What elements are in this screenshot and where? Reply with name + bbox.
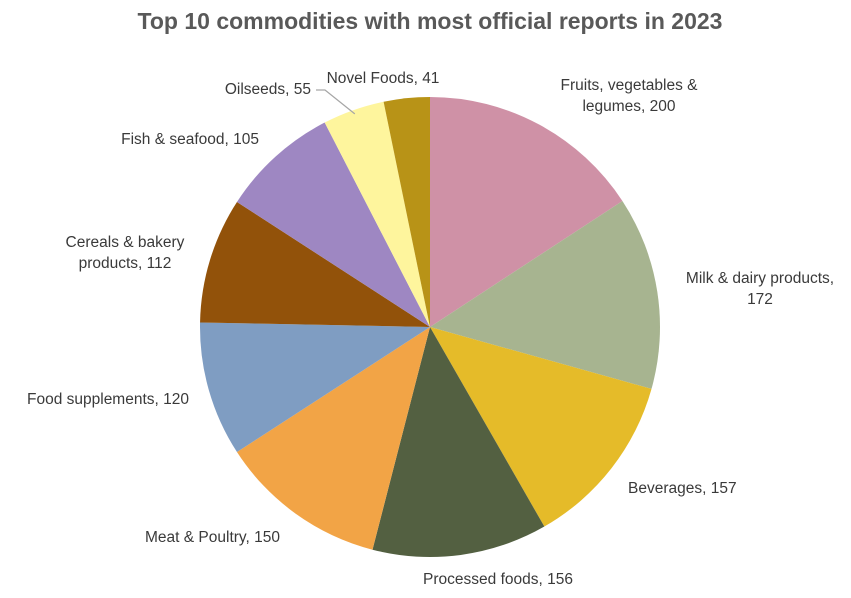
slice-label-beverages: Beverages, 157 (628, 480, 737, 497)
slice-label-line: Cereals & bakery (66, 234, 185, 251)
slice-labels: Fruits, vegetables & legumes, 200 Milk & d… (27, 70, 834, 588)
slice-label-line: Food supplements, 120 (27, 391, 189, 408)
slice-label-meat-and-poultry: Meat & Poultry, 150 (145, 529, 280, 546)
leader-lines (316, 89, 356, 115)
pie-slice-milk-and-dairy-products (430, 201, 661, 389)
pie-slices (200, 97, 661, 557)
pie-slice-food-supplements (200, 322, 430, 453)
slice-label-fish-and-seafood: Fish & seafood, 105 (121, 131, 259, 148)
slice-label-line: 172 (747, 291, 773, 308)
slice-label-processed-foods: Processed foods, 156 (423, 571, 573, 588)
pie-slice-fish-and-seafood (236, 122, 430, 327)
slice-label-novel-foods: Novel Foods, 41 (327, 70, 440, 87)
slice-label-line: Novel Foods, 41 (327, 70, 440, 87)
slice-label-line: Processed foods, 156 (423, 571, 573, 588)
slice-label-food-supplements: Food supplements, 120 (27, 391, 189, 408)
slice-label-line: Beverages, 157 (628, 480, 737, 497)
pie-slice-cereals-and-bakery-products (200, 201, 430, 327)
pie-slice-novel-foods (383, 97, 430, 327)
pie-slice-processed-foods (372, 327, 545, 557)
slice-label-line: Fish & seafood, 105 (121, 131, 259, 148)
slice-label-line: legumes, 200 (582, 98, 675, 115)
pie-slice-oilseeds (324, 101, 430, 327)
chart-title: Top 10 commodities with most official re… (138, 8, 723, 34)
pie-slice-fruits-vegetables-and-legumes (430, 97, 623, 327)
slice-label-line: products, 112 (79, 255, 172, 272)
slice-label-line: Oilseeds, 55 (225, 81, 311, 98)
slice-label-line: Meat & Poultry, 150 (145, 529, 280, 546)
slice-label-cereals-and-bakery-products: Cereals & bakery products, 112 (66, 234, 185, 272)
slice-label-milk-and-dairy-products: Milk & dairy products, 172 (686, 270, 834, 308)
leader-line-oilseeds (316, 89, 356, 115)
slice-label-oilseeds: Oilseeds, 55 (225, 81, 311, 98)
slice-label-line: Milk & dairy products, (686, 270, 834, 287)
slice-label-line: Fruits, vegetables & (561, 77, 699, 94)
pie-slice-meat-and-poultry (236, 327, 430, 550)
pie-slice-beverages (430, 327, 652, 527)
slice-label-fruits-vegetables-and-legumes: Fruits, vegetables & legumes, 200 (561, 77, 699, 115)
